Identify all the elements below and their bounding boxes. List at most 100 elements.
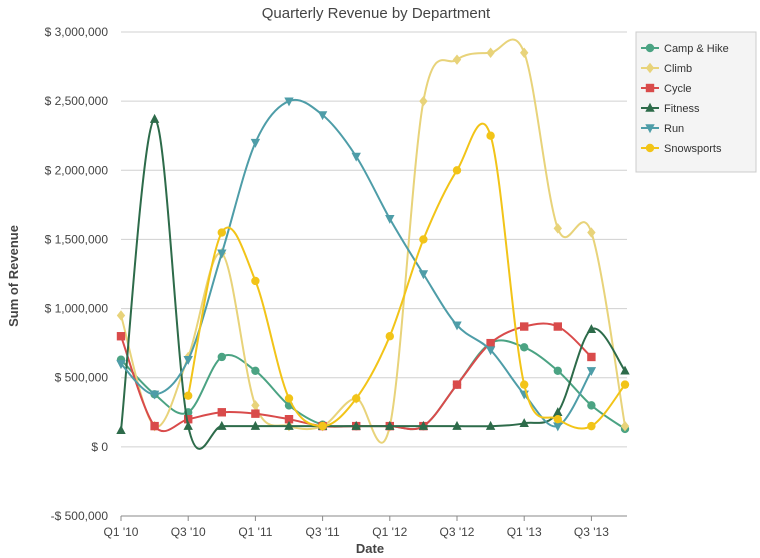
- data-point: [553, 415, 562, 424]
- data-point: [419, 235, 428, 244]
- legend-item: Run: [641, 123, 684, 135]
- legend-marker: [645, 124, 655, 134]
- y-tick-label: $ 500,000: [55, 371, 109, 385]
- series-line: [120, 38, 626, 444]
- legend-item: Climb: [641, 62, 692, 75]
- data-point: [486, 131, 495, 140]
- data-point: [385, 332, 394, 341]
- series-layer: [116, 38, 630, 450]
- legend-box: [635, 31, 757, 173]
- data-point: [250, 138, 261, 148]
- data-point: [150, 421, 159, 431]
- x-tick-label: Q1 '11: [238, 525, 272, 539]
- legend-label: Cycle: [664, 83, 692, 95]
- x-axis-ticks: Q1 '10 Q3 '10 Q1 '11 Q3 '11 Q1 '12 Q3 '12 Q1 '…: [104, 516, 609, 539]
- data-point: [620, 420, 630, 432]
- data-point: [351, 420, 361, 430]
- data-point: [251, 366, 260, 375]
- y-tick-label: $ 3,000,000: [45, 25, 109, 39]
- y-tick-label: $ 1,500,000: [45, 232, 109, 246]
- data-point: [520, 380, 529, 389]
- y-tick-label: $ 1,000,000: [45, 302, 109, 316]
- x-tick-label: Q3 '11: [306, 525, 340, 539]
- y-tick-label: $ 2,500,000: [45, 94, 109, 108]
- data-point: [217, 352, 226, 362]
- data-point: [385, 420, 395, 430]
- legend-marker: [645, 43, 655, 53]
- data-point: [385, 214, 395, 224]
- data-point: [251, 400, 260, 411]
- x-tick-label: Q1 '12: [372, 525, 407, 539]
- x-tick-label: Q3 '10: [171, 525, 206, 539]
- data-point: [116, 310, 126, 321]
- series-line: [120, 118, 626, 450]
- series-fitness: [116, 113, 630, 450]
- legend-item: Fitness: [641, 102, 700, 115]
- x-tick-label: Q3 '12: [440, 525, 475, 539]
- data-point: [184, 415, 193, 424]
- data-point: [183, 356, 193, 365]
- legend-label: Fitness: [664, 103, 700, 115]
- data-point: [318, 421, 327, 431]
- series-snowsports: [184, 122, 630, 431]
- data-point: [116, 360, 126, 370]
- legend-label: Camp & Hike: [664, 43, 729, 55]
- data-point: [553, 407, 563, 416]
- data-point: [418, 270, 429, 280]
- data-point: [520, 47, 529, 58]
- data-point: [183, 420, 193, 430]
- data-point: [452, 54, 462, 65]
- data-point: [351, 152, 361, 162]
- x-tick-label: Q1 '13: [507, 525, 542, 539]
- data-point: [587, 401, 596, 410]
- data-point: [284, 415, 294, 424]
- legend-label: Climb: [664, 63, 692, 75]
- data-point: [553, 322, 562, 331]
- data-point: [452, 321, 462, 331]
- y-tick-label: $ 0: [91, 440, 108, 454]
- legend-marker: [645, 83, 655, 93]
- y-axis-ticks: $ 3,000,000 $ 2,500,000 $ 2,000,000 $ 1,500…: [45, 25, 109, 523]
- y-tick-label: $ 2,000,000: [45, 163, 109, 177]
- legend: Camp & Hike Climb Cycle Fitness Run Snowsport…: [635, 31, 757, 173]
- data-point: [352, 394, 361, 403]
- data-point: [217, 228, 226, 237]
- data-point: [284, 394, 294, 403]
- data-point: [586, 324, 597, 334]
- data-point: [251, 409, 260, 418]
- data-point: [217, 420, 227, 430]
- data-point: [184, 391, 193, 400]
- data-point: [553, 366, 562, 375]
- x-tick-label: Q3 '13: [574, 525, 609, 539]
- data-point: [149, 113, 160, 123]
- data-point: [485, 420, 496, 430]
- data-point: [553, 223, 562, 234]
- legend-label: Snowsports: [664, 143, 722, 155]
- data-point: [587, 421, 596, 431]
- data-point: [620, 365, 630, 375]
- x-axis-label: Date: [356, 541, 384, 556]
- data-point: [149, 390, 160, 400]
- legend-item: Cycle: [641, 83, 692, 95]
- data-point: [250, 420, 261, 430]
- data-point: [284, 97, 294, 107]
- gridlines: [121, 31, 627, 517]
- data-point: [452, 166, 462, 175]
- data-point: [587, 352, 596, 362]
- legend-marker: [645, 143, 655, 153]
- legend-item: Snowsports: [641, 143, 722, 155]
- legend-marker: [645, 62, 655, 74]
- data-point: [217, 249, 227, 259]
- data-point: [317, 111, 328, 121]
- data-point: [520, 322, 529, 331]
- data-point: [251, 276, 260, 286]
- data-point: [452, 380, 462, 389]
- y-axis-label: Sum of Revenue: [6, 225, 21, 327]
- data-point: [586, 367, 597, 376]
- data-point: [485, 346, 496, 356]
- data-point: [452, 420, 462, 430]
- data-point: [519, 418, 529, 428]
- data-point: [520, 343, 529, 352]
- data-point: [116, 425, 126, 434]
